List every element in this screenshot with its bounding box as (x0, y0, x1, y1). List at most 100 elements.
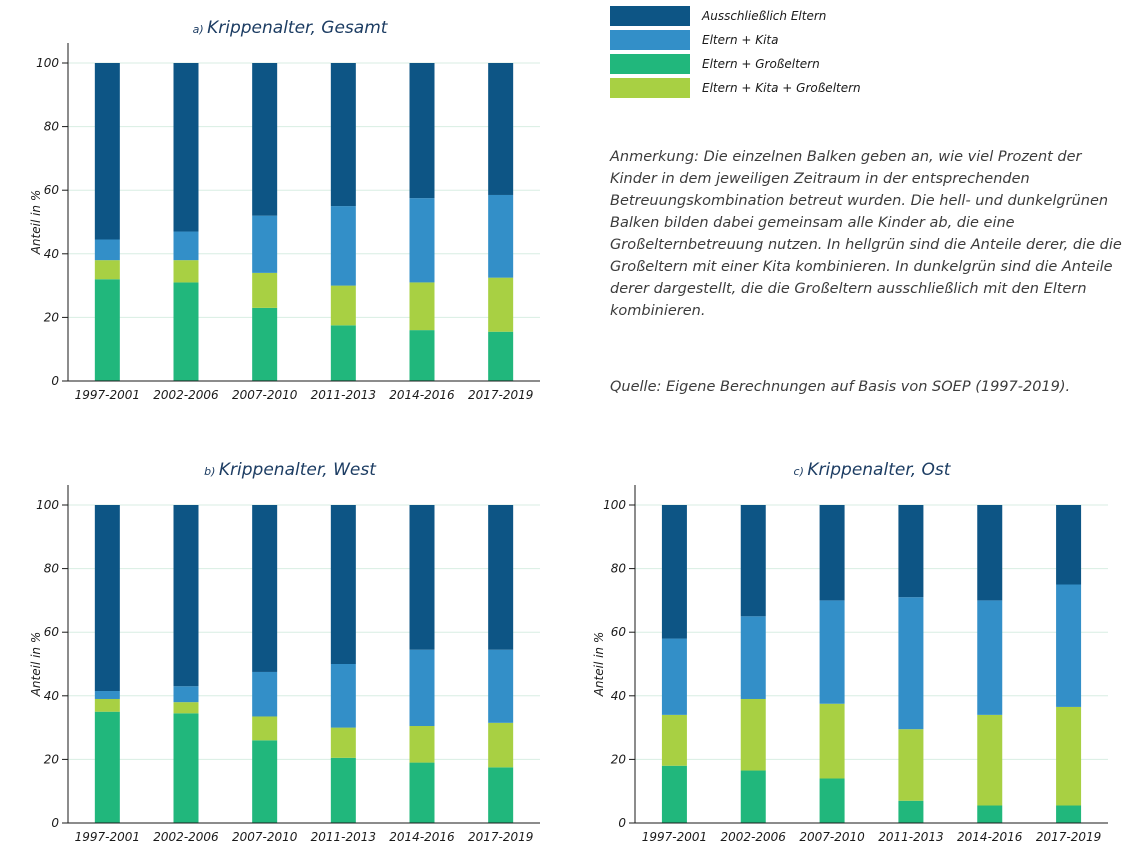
bar-segment-eltern-kita (661, 638, 687, 715)
chart-title-letter: b) (204, 465, 219, 478)
y-tick-label: 40 (611, 689, 627, 703)
bar-segment-eltern-kita (409, 649, 435, 727)
x-tick-label: 2002-2006 (721, 830, 787, 842)
chart-title-letter: a) (193, 23, 208, 36)
bar-segment-ausschliesslich-eltern (94, 63, 120, 240)
legend: Ausschließlich Eltern Eltern + Kita Elte… (610, 6, 861, 102)
x-tick-label: 2017-2019 (1036, 830, 1101, 842)
bar-segment-ausschliesslich-eltern (819, 505, 845, 601)
y-tick-label: 80 (611, 562, 627, 576)
bar-segment-eltern-grosseltern (661, 765, 687, 823)
chart-title-text: Krippenalter, Ost (807, 460, 951, 480)
y-tick-label: 40 (44, 247, 60, 261)
bar-segment-eltern-kita-grosseltern (409, 282, 435, 331)
chart-title-text: Krippenalter, West (219, 460, 377, 480)
bar-segment-ausschliesslich-eltern (252, 63, 278, 216)
y-tick-label: 20 (44, 310, 60, 324)
y-tick-label: 0 (51, 374, 59, 388)
bar-segment-ausschliesslich-eltern (409, 63, 435, 199)
bar-segment-ausschliesslich-eltern (977, 505, 1003, 601)
x-tick-label: 2011-2013 (878, 830, 943, 842)
bar-segment-eltern-grosseltern (1056, 805, 1082, 823)
y-axis-label: Anteil in % (592, 632, 606, 698)
bar-segment-ausschliesslich-eltern (488, 63, 514, 195)
bar-segment-ausschliesslich-eltern (94, 505, 120, 692)
x-tick-label: 1997-2001 (75, 830, 140, 842)
bar-segment-eltern-kita-grosseltern (488, 722, 514, 768)
y-tick-label: 0 (618, 816, 626, 830)
legend-item-ausschliesslich-eltern: Ausschließlich Eltern (610, 6, 861, 26)
bar-segment-eltern-grosseltern (252, 740, 278, 823)
y-tick-label: 20 (611, 752, 627, 766)
bar-segment-eltern-kita-grosseltern (1056, 706, 1082, 806)
bar-segment-eltern-kita-grosseltern (819, 703, 845, 779)
y-tick-label: 20 (44, 752, 60, 766)
bar-segment-ausschliesslich-eltern (409, 505, 435, 650)
x-tick-label: 2007-2010 (799, 830, 865, 842)
chart-note: Anmerkung: Die einzelnen Balken geben an… (610, 149, 1122, 319)
y-axis-label: Anteil in % (29, 190, 43, 256)
bar-segment-eltern-kita-grosseltern (409, 726, 435, 763)
bar-segment-ausschliesslich-eltern (252, 505, 278, 672)
x-tick-label: 2017-2019 (468, 830, 533, 842)
x-tick-label: 2014-2016 (389, 830, 455, 842)
y-tick-label: 60 (44, 183, 60, 197)
bar-segment-eltern-kita (977, 600, 1003, 715)
bar-segment-eltern-kita-grosseltern (977, 714, 1003, 806)
bar-segment-ausschliesslich-eltern (898, 505, 924, 598)
bar-segment-eltern-kita-grosseltern (488, 277, 514, 332)
legend-label: Eltern + Kita + Großeltern (702, 81, 861, 95)
y-tick-label: 60 (44, 625, 60, 639)
y-tick-label: 40 (44, 689, 60, 703)
bar-segment-eltern-grosseltern (898, 800, 924, 823)
chart-title-letter: c) (794, 465, 808, 478)
x-tick-label: 2017-2019 (468, 388, 533, 402)
legend-item-eltern-grosseltern: Eltern + Großeltern (610, 54, 861, 74)
bar-segment-eltern-kita (330, 206, 356, 286)
y-tick-label: 0 (51, 816, 59, 830)
bar-segment-eltern-grosseltern (488, 331, 514, 381)
bar-segment-eltern-kita-grosseltern (173, 702, 199, 714)
bar-segment-eltern-grosseltern (740, 770, 766, 823)
bar-segment-eltern-kita-grosseltern (252, 272, 278, 308)
bar-segment-eltern-kita (330, 664, 356, 728)
bar-segment-eltern-kita-grosseltern (740, 698, 766, 771)
bar-segment-eltern-kita-grosseltern (330, 285, 356, 326)
legend-item-eltern-kita: Eltern + Kita (610, 30, 861, 50)
bar-segment-ausschliesslich-eltern (661, 505, 687, 639)
y-tick-label: 100 (36, 56, 59, 70)
x-tick-label: 2011-2013 (311, 830, 376, 842)
bar-segment-eltern-kita (252, 215, 278, 273)
x-tick-label: 2011-2013 (311, 388, 376, 402)
bar-segment-eltern-grosseltern (173, 713, 199, 823)
legend-label: Eltern + Kita (702, 33, 779, 47)
bar-segment-eltern-kita (252, 671, 278, 717)
bar-segment-eltern-grosseltern (252, 307, 278, 381)
bar-segment-eltern-kita (173, 686, 199, 703)
legend-label: Eltern + Großeltern (702, 57, 820, 71)
legend-swatch (610, 30, 690, 50)
x-tick-label: 2002-2006 (153, 388, 219, 402)
bar-segment-eltern-kita (488, 194, 514, 278)
bar-segment-eltern-grosseltern (173, 282, 199, 381)
bar-segment-eltern-kita-grosseltern (330, 727, 356, 758)
x-tick-label: 1997-2001 (642, 830, 707, 842)
bar-segment-eltern-kita-grosseltern (252, 716, 278, 741)
x-tick-label: 2002-2006 (153, 830, 219, 842)
bar-segment-eltern-grosseltern (330, 325, 356, 381)
bar-segment-eltern-grosseltern (409, 762, 435, 823)
y-tick-label: 80 (44, 120, 60, 134)
bar-segment-eltern-kita-grosseltern (898, 729, 924, 801)
x-tick-label: 1997-2001 (75, 388, 140, 402)
bar-segment-eltern-grosseltern (977, 805, 1003, 823)
bar-segment-eltern-grosseltern (94, 279, 120, 381)
y-tick-label: 80 (44, 562, 60, 576)
legend-swatch (610, 78, 690, 98)
bar-segment-eltern-kita (898, 597, 924, 730)
x-tick-label: 2007-2010 (232, 388, 298, 402)
y-axis-label: Anteil in % (29, 632, 43, 698)
bar-segment-ausschliesslich-eltern (740, 505, 766, 617)
